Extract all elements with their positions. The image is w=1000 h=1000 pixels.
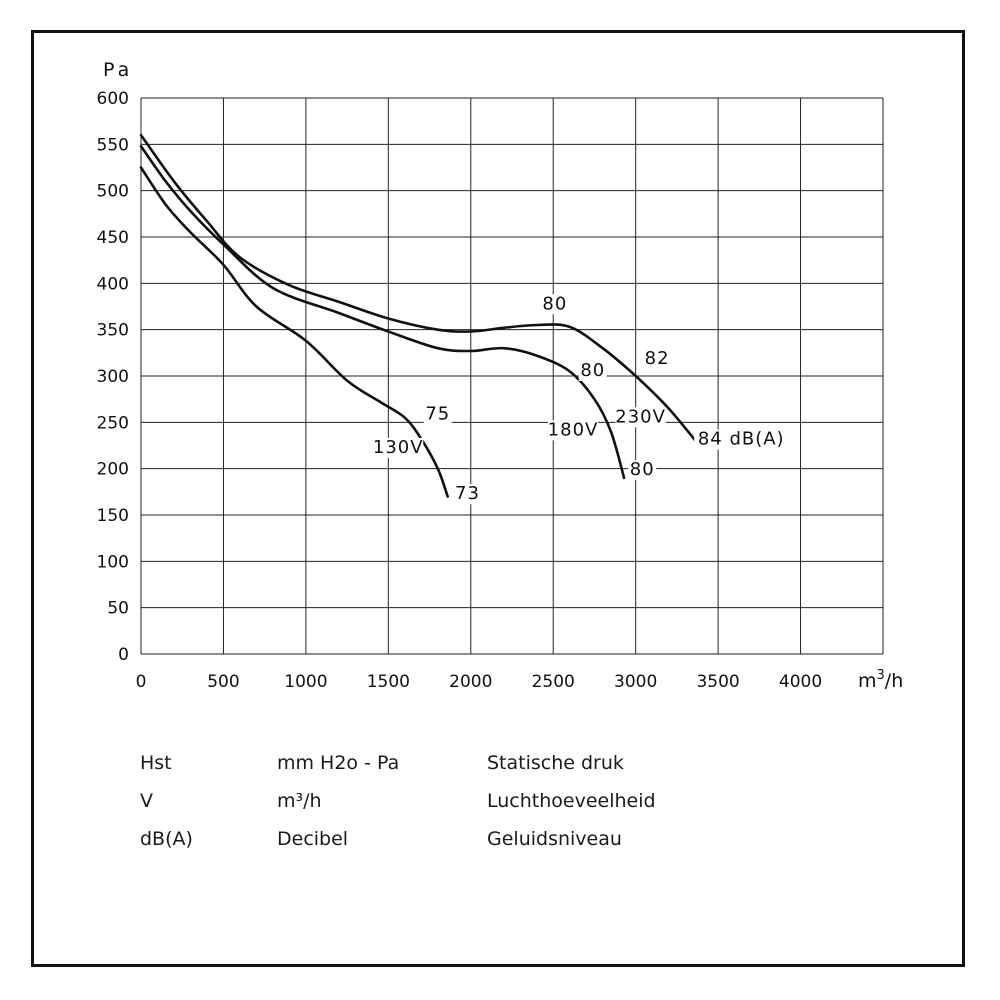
- x-tick-label: 1000: [284, 672, 327, 692]
- legend-row: dB(A) Decibel Geluidsniveau: [140, 828, 740, 866]
- y-tick-label: 0: [118, 645, 129, 665]
- annotation-background: [540, 294, 569, 315]
- y-tick-label: 100: [97, 552, 129, 572]
- y-tick-label: 400: [97, 274, 129, 294]
- x-tick-label: 1500: [367, 672, 410, 692]
- legend-symbol: dB(A): [140, 828, 193, 850]
- curve-180v: [139, 144, 626, 480]
- annotation-label: 180V: [548, 419, 599, 440]
- annotation-background: [628, 460, 657, 481]
- annotation-background: [373, 437, 424, 458]
- x-axis-label: m3/h: [858, 668, 903, 692]
- y-tick-label: 150: [97, 506, 129, 526]
- x-tick-label: 4000: [779, 672, 822, 692]
- annotation-background: [548, 420, 599, 441]
- x-tick-label: 0: [136, 672, 147, 692]
- y-tick-label: 200: [97, 460, 129, 480]
- annotation-label: 80: [630, 459, 655, 480]
- y-tick-label: 350: [97, 321, 129, 341]
- annotation-label: 130V: [373, 437, 424, 458]
- x-tick-label: 500: [207, 672, 239, 692]
- legend-unit: m³/h: [277, 790, 322, 812]
- y-tick-label: 500: [97, 182, 129, 202]
- y-tick-label: 50: [107, 599, 129, 619]
- y-tick-label: 450: [97, 228, 129, 248]
- axis-ticks: 0 500 1000 1500 2000 2500 3000 3500 4000 0 50 100 15…: [97, 89, 823, 692]
- annotation-label: 84 dB(A): [698, 429, 785, 450]
- legend-symbol: V: [140, 790, 153, 812]
- annotation-label: 82: [645, 348, 670, 369]
- x-tick-label: 3000: [614, 672, 657, 692]
- annotation-label: 80: [542, 293, 567, 314]
- legend-unit: Decibel: [277, 828, 349, 850]
- y-tick-label: 300: [97, 367, 129, 387]
- legend-row: V m³/h Luchthoeveelheid: [140, 790, 740, 828]
- annotation-label: 80: [580, 360, 605, 381]
- annotation-background: [423, 404, 452, 425]
- y-tick-label: 600: [97, 89, 129, 109]
- annotation-background: [694, 429, 789, 450]
- y-axis-label: Pa: [103, 59, 133, 81]
- curve-230v: [139, 133, 703, 450]
- y-tick-label: 250: [97, 413, 129, 433]
- annotation-label: 73: [455, 483, 480, 504]
- x-tick-label: 3500: [696, 672, 739, 692]
- y-tick-label: 550: [97, 135, 129, 155]
- grid: [140, 97, 884, 655]
- annotation-label: 230V: [615, 406, 666, 427]
- annotation-background: [615, 407, 666, 428]
- annotation-background: [453, 484, 482, 505]
- legend-symbol: Hst: [140, 752, 172, 774]
- x-tick-label: 2500: [532, 672, 575, 692]
- legend-unit: mm H2o - Pa: [277, 752, 400, 774]
- annotation-background: [578, 361, 607, 381]
- annotation-label: 75: [425, 404, 450, 425]
- legend-table: Hst mm H2o - Pa Statische druk V m³/h Lu…: [140, 752, 740, 866]
- x-tick-label: 2000: [449, 672, 492, 692]
- legend-row: Hst mm H2o - Pa Statische druk: [140, 752, 740, 790]
- legend-description: Geluidsniveau: [487, 828, 622, 850]
- annotation-background: [643, 348, 672, 369]
- legend-description: Statische druk: [487, 752, 624, 774]
- chart-frame: [31, 30, 965, 967]
- legend-description: Luchthoeveelheid: [487, 790, 656, 812]
